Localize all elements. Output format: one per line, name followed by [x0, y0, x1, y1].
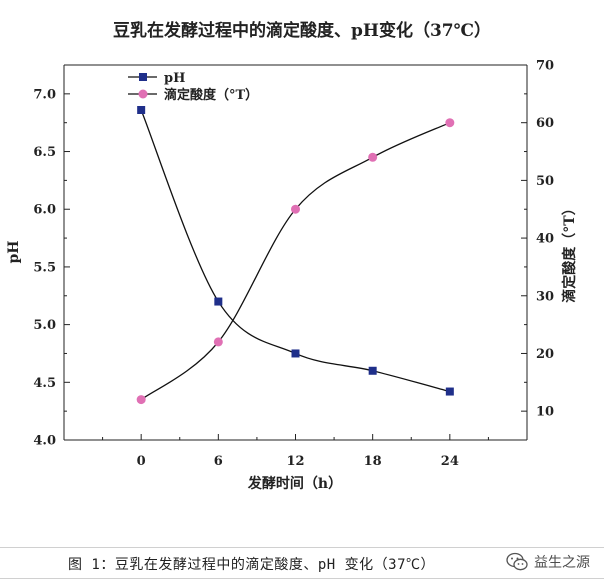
figure-caption: 图 1：豆乳在发酵过程中的滴定酸度、pH 变化（37℃） — [68, 557, 435, 573]
legend-label-ph: pH — [164, 71, 185, 86]
x-tick-label: 6 — [214, 454, 223, 469]
left-tick-label: 4.5 — [33, 376, 56, 391]
chart-title: 豆乳在发酵过程中的滴定酸度、pH变化（37℃） — [113, 20, 491, 41]
left-tick-label: 6.0 — [33, 203, 56, 218]
x-tick-label: 12 — [286, 454, 304, 469]
caption-bar: 图 1：豆乳在发酵过程中的滴定酸度、pH 变化（37℃） 益生之源 — [0, 547, 604, 579]
acidity-point — [368, 152, 378, 162]
ph-point — [368, 366, 377, 375]
legend-marker-circle — [138, 89, 148, 99]
left-tick-label: 5.5 — [33, 260, 56, 275]
right-tick-label: 50 — [536, 174, 554, 189]
x-axis-label: 发酵时间（h） — [247, 475, 342, 492]
acidity-point — [213, 337, 223, 347]
right-tick-label: 70 — [536, 59, 554, 74]
left-tick-label: 7.0 — [33, 87, 56, 102]
legend-item-ph: pH — [128, 71, 185, 86]
ph-point — [445, 387, 454, 396]
plot-frame — [63, 64, 528, 441]
watermark: 益生之源 — [506, 552, 590, 572]
series-line-ph — [140, 109, 451, 393]
x-axis-ticks: 0 6 12 18 24 — [102, 434, 489, 469]
left-tick-label: 5.0 — [33, 318, 56, 333]
right-tick-label: 30 — [536, 289, 554, 304]
chart: 豆乳在发酵过程中的滴定酸度、pH变化（37℃） 0 6 12 18 24 4.0 4.5 5… — [6, 20, 578, 492]
watermark-text: 益生之源 — [534, 555, 590, 571]
acidity-point — [445, 118, 455, 128]
legend: pH 滴定酸度（°T） — [128, 71, 258, 103]
right-axis-label: 滴定酸度（°T） — [561, 201, 578, 302]
ph-point — [137, 106, 146, 114]
acidity-point — [136, 395, 146, 405]
right-tick-label: 20 — [536, 347, 554, 362]
x-tick-label: 0 — [137, 454, 146, 469]
x-tick-label: 24 — [441, 454, 459, 469]
right-tick-label: 40 — [536, 232, 554, 247]
acidity-point — [291, 204, 300, 214]
right-tick-label: 60 — [536, 116, 554, 131]
legend-marker-square — [139, 73, 147, 81]
wechat-icon — [506, 552, 528, 571]
series-layer — [136, 106, 455, 405]
series-line-acidity — [140, 122, 451, 401]
left-axis-label: pH — [6, 240, 22, 263]
legend-item-acidity: 滴定酸度（°T） — [128, 87, 258, 103]
left-tick-label: 6.5 — [33, 145, 56, 160]
legend-label-acidity: 滴定酸度（°T） — [164, 87, 258, 103]
left-tick-label: 4.0 — [33, 434, 56, 449]
ph-point — [291, 349, 300, 358]
right-axis-ticks: 10 20 30 40 50 60 70 — [521, 59, 554, 420]
left-axis-ticks: 4.0 4.5 5.0 5.5 6.0 6.5 7.0 — [33, 87, 70, 449]
x-tick-label: 18 — [364, 454, 382, 469]
ph-point — [214, 297, 223, 306]
right-tick-label: 10 — [536, 405, 554, 420]
